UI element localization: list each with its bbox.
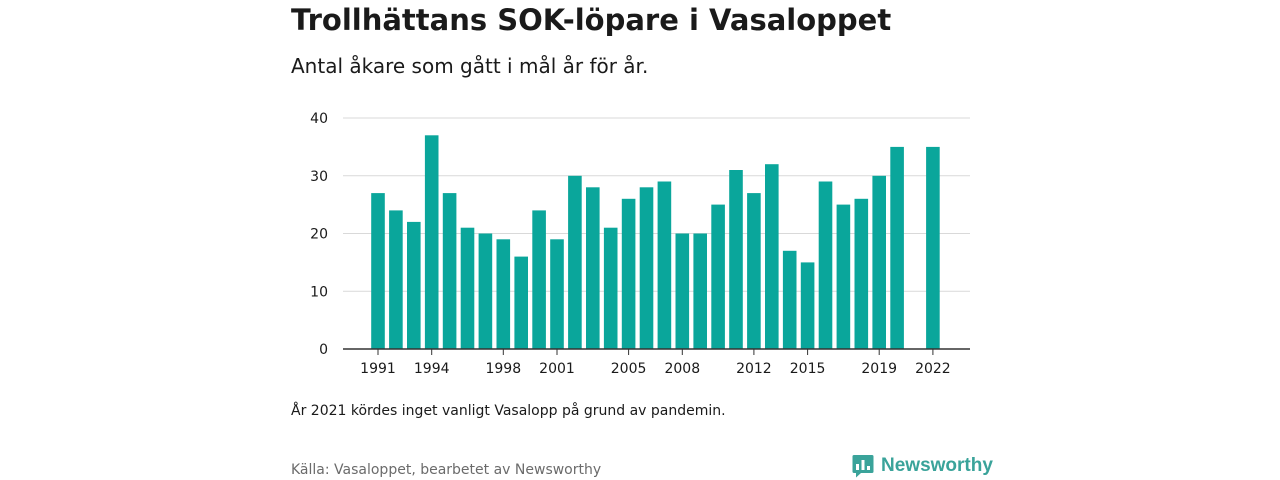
- x-tick-label: 2012: [736, 361, 772, 377]
- bar-2011: [729, 170, 743, 349]
- bar-2005: [621, 198, 636, 349]
- bar-1992: [389, 210, 403, 349]
- x-tick-label: 2019: [861, 361, 897, 377]
- newsworthy-icon: [852, 455, 874, 478]
- y-tick-label: 40: [310, 111, 328, 127]
- bar-2014: [782, 250, 797, 349]
- bar-2000: [532, 210, 546, 349]
- bar-1996: [460, 227, 475, 349]
- x-tick-label: 2015: [790, 361, 826, 377]
- bar-2017: [836, 204, 851, 349]
- x-tick-label: 1994: [414, 361, 450, 377]
- bar-chart: 0 10 20 30 40 1991 1994 1998 2001 2005 2008 2012 201…: [310, 111, 970, 377]
- x-tick-label: 2022: [915, 361, 951, 377]
- x-tick-label: 1991: [360, 361, 396, 377]
- footnote: År 2021 kördes inget vanligt Vasalopp på…: [291, 403, 726, 419]
- bar-2019: [872, 175, 886, 350]
- bar-2008: [675, 233, 690, 349]
- x-tick-label: 2001: [539, 361, 575, 377]
- bar-2022: [926, 146, 940, 349]
- bar-2009: [693, 233, 707, 349]
- bar-2015: [800, 262, 815, 349]
- y-tick-label: 10: [310, 284, 328, 300]
- brand-name: Newsworthy: [881, 455, 993, 476]
- bar-2016: [818, 181, 833, 349]
- source-text: Källa: Vasaloppet, bearbetet av Newswort…: [291, 462, 602, 478]
- y-tick-label: 30: [310, 169, 328, 185]
- bar-1999: [514, 256, 528, 349]
- bar-2001: [550, 239, 564, 349]
- bar-2004: [603, 227, 618, 349]
- bar-1995: [442, 193, 457, 349]
- bar-2013: [765, 164, 779, 349]
- chart-title: Trollhättans SOK-löpare i Vasaloppet: [291, 3, 892, 37]
- y-tick-label: 20: [310, 227, 328, 243]
- x-tick-label: 2008: [664, 361, 700, 377]
- bar-2006: [639, 187, 654, 349]
- bar-2018: [854, 198, 869, 349]
- bar-2003: [586, 187, 600, 349]
- bar-1993: [407, 221, 421, 349]
- y-tick-label: 0: [319, 342, 328, 358]
- bar-1991: [371, 193, 385, 349]
- bar-1994: [424, 135, 439, 349]
- bar-2002: [568, 175, 582, 350]
- newsworthy-logo[interactable]: Newsworthy: [852, 452, 993, 480]
- bar-2012: [747, 193, 761, 349]
- x-tick-label: 1998: [485, 361, 521, 377]
- bar-2007: [657, 181, 672, 349]
- x-tick-label: 2005: [611, 361, 647, 377]
- bar-2010: [711, 204, 725, 349]
- chart-subtitle: Antal åkare som gått i mål år för år.: [291, 54, 649, 78]
- bar-1997: [478, 233, 493, 349]
- bar-1998: [496, 239, 511, 349]
- bar-2020: [890, 146, 904, 349]
